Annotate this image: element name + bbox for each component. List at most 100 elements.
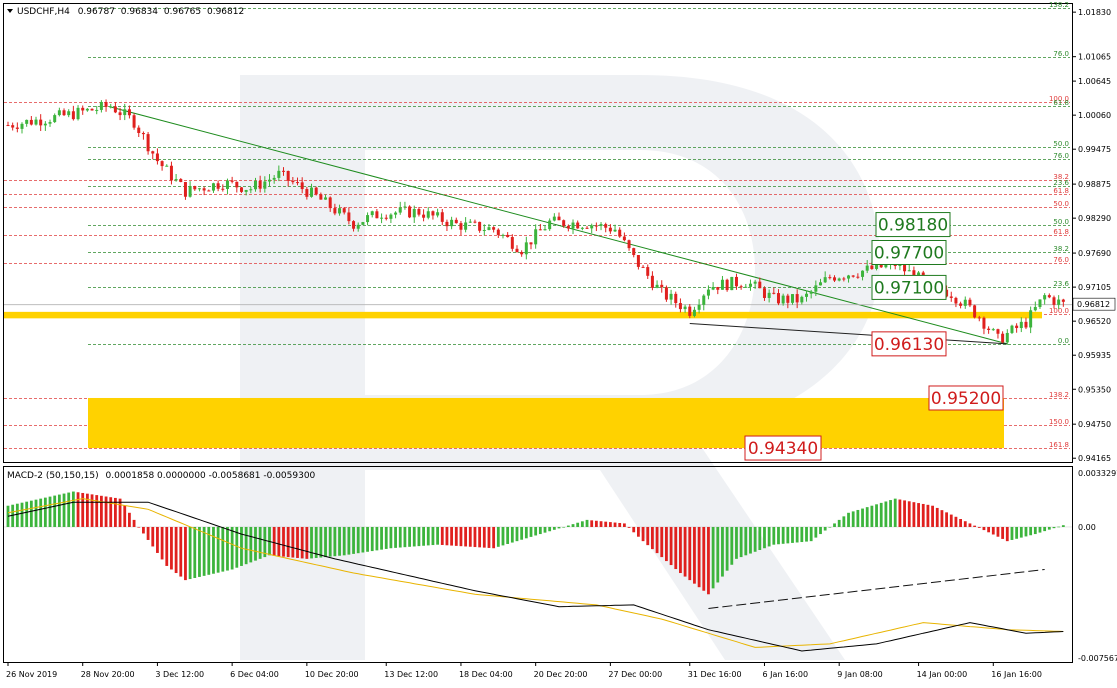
macd-bar-rising bbox=[847, 512, 850, 527]
macd-bar-falling bbox=[492, 526, 496, 549]
bear-candle bbox=[646, 267, 650, 276]
macd-bar-rising bbox=[795, 526, 799, 543]
macd-bar-rising bbox=[53, 495, 57, 527]
macd-bar-rising bbox=[534, 526, 538, 536]
fib-level-label: 61.8 bbox=[1053, 187, 1069, 195]
macd-bar-falling bbox=[76, 492, 80, 527]
macd-bar-rising bbox=[43, 497, 47, 527]
macd-bar-falling bbox=[95, 495, 99, 527]
macd-bar-falling bbox=[468, 526, 472, 547]
bull-candle bbox=[482, 230, 486, 232]
macd-bar-rising bbox=[244, 526, 248, 565]
macd-bar-rising bbox=[721, 526, 724, 577]
macd-bar-rising bbox=[557, 526, 561, 529]
macd-bar-falling bbox=[123, 505, 127, 527]
svg-text:USDCHF,H4 0.96787: USDCHF,H4 0.96787 0.96834 0.96765 0.9681… bbox=[17, 7, 244, 17]
macd-bar-rising bbox=[562, 526, 566, 528]
macd-bar-rising bbox=[254, 526, 257, 561]
bear-candle bbox=[529, 242, 533, 245]
bear-candle bbox=[408, 206, 412, 218]
bull-candle bbox=[1038, 299, 1042, 307]
macd-bar-falling bbox=[594, 520, 598, 527]
bear-candle bbox=[795, 294, 799, 303]
target-box-downside bbox=[744, 435, 822, 461]
bear-candle bbox=[286, 171, 290, 181]
macd-bar-falling bbox=[608, 522, 612, 527]
bull-candle bbox=[366, 215, 370, 223]
bull-candle bbox=[819, 282, 823, 286]
macd-bar-falling bbox=[291, 526, 295, 558]
bear-candle bbox=[342, 208, 346, 213]
bear-candle bbox=[510, 237, 514, 249]
svg-text:MACD-2 (50,150,15) 0.0: MACD-2 (50,150,15) 0.0001858 0.0000000 -… bbox=[7, 471, 316, 481]
macd-bar-rising bbox=[25, 501, 29, 527]
macd-bar-rising bbox=[520, 526, 524, 540]
bear-candle bbox=[333, 208, 337, 214]
bear-candle bbox=[473, 221, 477, 223]
fib-level-label: 23.6 bbox=[1053, 280, 1069, 288]
macd-bar-rising bbox=[431, 526, 435, 546]
time-tick-label: 27 Dec 00:00 bbox=[608, 670, 662, 679]
bear-candle bbox=[772, 292, 776, 294]
macd-bar-falling bbox=[636, 526, 640, 537]
macd-bar-rising bbox=[711, 526, 715, 589]
macd-bar-falling bbox=[165, 526, 169, 566]
macd-bar-rising bbox=[333, 526, 337, 557]
macd-bar-rising bbox=[1015, 526, 1019, 539]
bear-candle bbox=[347, 212, 351, 222]
macd-bar-falling bbox=[907, 501, 911, 527]
bull-candle bbox=[655, 284, 659, 288]
macd-bar-rising bbox=[837, 519, 841, 527]
bull-candle bbox=[211, 183, 215, 191]
bear-candle bbox=[674, 293, 678, 304]
macd-bar-rising bbox=[1019, 526, 1023, 538]
macd-bar-falling bbox=[454, 526, 458, 546]
bull-candle bbox=[48, 122, 52, 124]
macd-bar-falling bbox=[142, 526, 145, 534]
macd-bar-rising bbox=[39, 498, 43, 527]
macd-bar-falling bbox=[646, 526, 650, 546]
bull-candle bbox=[85, 108, 89, 111]
bull-candle bbox=[380, 217, 384, 219]
macd-bar-rising bbox=[324, 526, 327, 558]
bull-candle bbox=[748, 283, 752, 287]
bear-candle bbox=[445, 221, 449, 227]
macd-bar-rising bbox=[809, 526, 813, 542]
fib-level-label: 0.0 bbox=[1058, 337, 1069, 345]
bear-candle bbox=[221, 188, 225, 190]
macd-bar-rising bbox=[735, 526, 738, 559]
bull-candle bbox=[823, 277, 827, 283]
macd-bar-falling bbox=[440, 526, 444, 545]
macd-bar-falling bbox=[674, 526, 678, 570]
bull-candle bbox=[991, 329, 995, 331]
macd-bar-falling bbox=[109, 497, 113, 527]
bear-candle bbox=[842, 278, 846, 280]
macd-bar-falling bbox=[104, 496, 108, 527]
target-box-upside bbox=[875, 212, 951, 238]
macd-bar-rising bbox=[48, 496, 52, 527]
macd-bar-rising bbox=[571, 524, 575, 527]
macd-bar-rising bbox=[1033, 526, 1037, 535]
bull-candle bbox=[669, 293, 673, 300]
bear-candle bbox=[132, 115, 136, 128]
bear-candle bbox=[585, 227, 589, 229]
time-tick-label: 18 Dec 04:00 bbox=[459, 670, 513, 679]
macd-bar-falling bbox=[282, 526, 285, 557]
target-box-label: 0.98180 bbox=[878, 216, 948, 236]
bull-candle bbox=[99, 101, 103, 110]
bull-candle bbox=[1057, 299, 1061, 305]
bull-candle bbox=[800, 296, 804, 303]
bear-candle bbox=[431, 211, 435, 216]
collapse-triangle-icon[interactable] bbox=[7, 9, 13, 13]
bear-candle bbox=[954, 297, 958, 304]
bear-candle bbox=[734, 276, 738, 287]
bear-candle bbox=[146, 134, 150, 152]
bull-candle bbox=[34, 119, 38, 125]
time-tick-label: 16 Jan 16:00 bbox=[991, 670, 1042, 679]
bear-candle bbox=[127, 109, 131, 116]
bull-candle bbox=[338, 208, 342, 214]
bull-candle bbox=[398, 207, 402, 213]
macd-bar-falling bbox=[156, 526, 159, 553]
bull-candle bbox=[767, 292, 771, 298]
